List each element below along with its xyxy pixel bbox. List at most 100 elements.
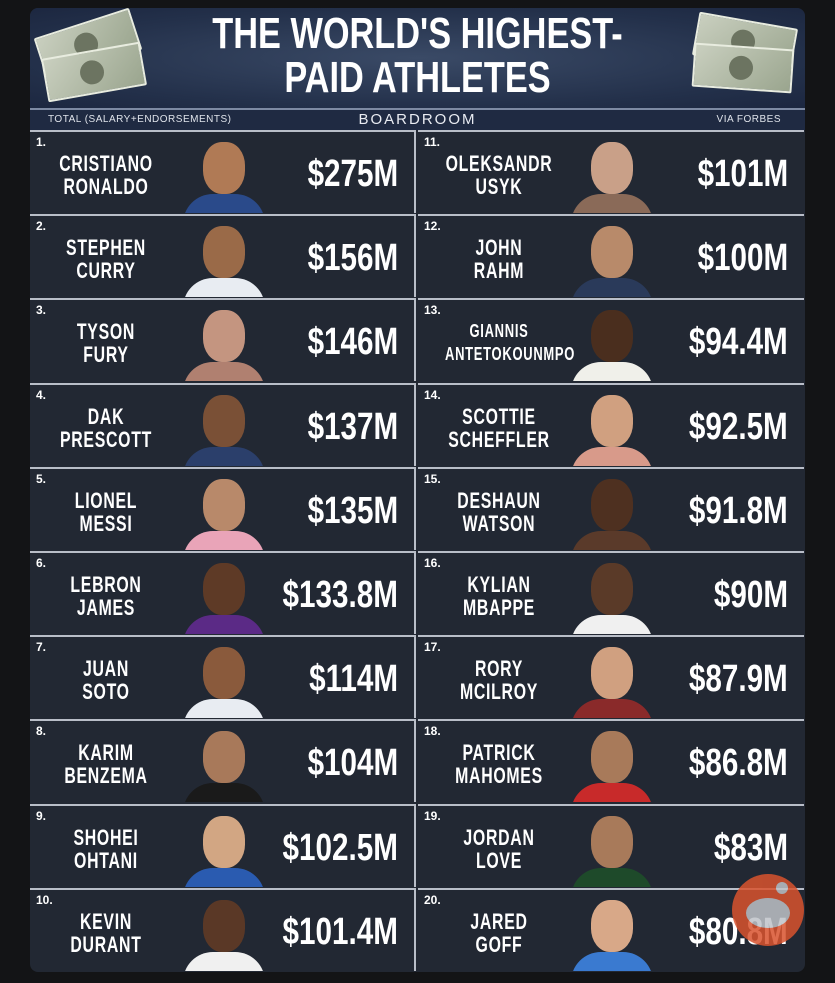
last-name: WATSON: [462, 510, 536, 536]
first-name: KYLIAN: [467, 572, 531, 597]
athlete-row: 18. PATRICK MAHOMES $86.8M: [418, 719, 804, 803]
title-line-1: THE WORLD'S HIGHEST-: [212, 9, 623, 58]
athlete-row: 15. DESHAUN WATSON $91.8M: [418, 466, 804, 550]
subheader-bar: TOTAL (SALARY+ENDORSEMENTS) BOARDROOM VI…: [30, 108, 805, 130]
earnings-value: $83M: [713, 826, 788, 869]
athlete-photo: [180, 138, 266, 213]
first-name: DESHAUN: [457, 487, 541, 513]
brand-label: BOARDROOM: [358, 111, 477, 128]
first-name: SHOHEI: [73, 824, 139, 850]
earnings-value: $90M: [713, 574, 788, 616]
athlete-photo: [180, 812, 266, 887]
last-name: OHTANI: [74, 847, 138, 873]
athlete-row: 10. KEVIN DURANT $101.4M: [30, 887, 416, 971]
last-name: MESSI: [79, 510, 133, 536]
athlete-name: PATRICK MAHOMES: [445, 741, 553, 787]
last-name: MAHOMES: [455, 763, 543, 789]
first-name: OLEKSANDR: [445, 151, 553, 176]
athlete-photo: [568, 222, 654, 298]
athlete-row: 19. JORDAN LOVE $83M: [418, 803, 804, 887]
rank-number: 11.: [424, 135, 441, 149]
first-name: LIONEL: [74, 487, 138, 513]
last-name: GOFF: [475, 931, 523, 957]
rank-number: 13.: [424, 303, 441, 318]
earnings-note: TOTAL (SALARY+ENDORSEMENTS): [48, 114, 232, 125]
athlete-photo: [568, 896, 654, 971]
rank-number: 15.: [424, 471, 441, 486]
athlete-row: 6. LEBRON JAMES $133.8M: [30, 551, 416, 634]
last-name: LOVE: [475, 847, 523, 873]
earnings-value: $156M: [307, 237, 398, 280]
rank-number: 20.: [424, 892, 441, 907]
athlete-row: 17. RORY MCILROY $87.9M: [418, 635, 804, 719]
athlete-name: GIANNIS ANTETOKOUNMPO: [445, 320, 574, 366]
rank-number: 16.: [424, 556, 441, 570]
athlete-photo: [180, 222, 266, 298]
earnings-value: $91.8M: [689, 489, 788, 532]
athlete-name: JORDAN LOVE: [445, 826, 553, 872]
last-name: RAHM: [473, 258, 525, 284]
earnings-value: $87.9M: [689, 658, 788, 701]
athlete-photo: [568, 138, 654, 213]
athlete-photo: [180, 475, 266, 550]
athlete-photo: [568, 812, 654, 887]
athlete-photo: [180, 559, 266, 634]
first-name: GIANNIS: [469, 321, 529, 342]
rank-number: 18.: [424, 724, 441, 739]
athlete-row: 9. SHOHEI OHTANI $102.5M: [30, 803, 416, 887]
athlete-name: KARIM BENZEMA: [52, 741, 160, 787]
athlete-name: SCOTTIE SCHEFFLER: [445, 405, 553, 451]
first-name: KEVIN: [79, 908, 133, 934]
earnings-value: $137M: [307, 405, 398, 448]
athlete-photo: [568, 643, 654, 719]
last-name: DURANT: [70, 931, 142, 957]
athlete-name: DAK PRESCOTT: [52, 405, 160, 451]
earnings-value: $275M: [307, 153, 398, 195]
athlete-name: OLEKSANDR USYK: [445, 152, 553, 198]
last-name: FURY: [83, 342, 129, 368]
rank-number: 17.: [424, 640, 441, 655]
athlete-photo: [180, 391, 266, 466]
athlete-row: 4. DAK PRESCOTT $137M: [30, 382, 416, 466]
rank-number: 2.: [36, 219, 47, 234]
athlete-name: SHOHEI OHTANI: [52, 826, 160, 872]
first-name: DAK: [87, 403, 125, 429]
athlete-photo: [568, 306, 654, 382]
first-name: JORDAN: [463, 824, 535, 850]
athlete-photo: [180, 306, 266, 382]
title-line-2: PAID ATHLETES: [284, 53, 551, 102]
rank-number: 3.: [36, 303, 47, 318]
last-name: SCHEFFLER: [448, 426, 550, 452]
last-name: SOTO: [82, 679, 130, 705]
rank-number: 8.: [36, 724, 47, 739]
athlete-name: TYSON FURY: [52, 320, 160, 366]
athlete-photo: [568, 391, 654, 466]
athlete-name: RORY MCILROY: [445, 657, 553, 703]
athlete-row: 14. SCOTTIE SCHEFFLER $92.5M: [418, 382, 804, 466]
first-name: STEPHEN: [66, 235, 146, 261]
athlete-row: 16. KYLIAN MBAPPE $90M: [418, 551, 804, 634]
athlete-photo: [568, 475, 654, 550]
athlete-row: 2. STEPHEN CURRY $156M: [30, 214, 416, 298]
last-name: JAMES: [76, 595, 136, 620]
rank-number: 10.: [36, 892, 53, 907]
rank-number: 6.: [36, 556, 47, 570]
first-name: KARIM: [78, 740, 134, 766]
first-name: SCOTTIE: [462, 403, 536, 429]
earnings-value: $133.8M: [282, 574, 398, 616]
last-name: BENZEMA: [64, 763, 148, 789]
athlete-name: JOHN RAHM: [445, 236, 553, 282]
rank-number: 7.: [36, 640, 47, 655]
rank-number: 5.: [36, 471, 47, 486]
last-name: USYK: [475, 174, 523, 199]
rank-number: 9.: [36, 808, 47, 823]
earnings-value: $135M: [307, 489, 398, 532]
last-name: MCILROY: [459, 679, 539, 705]
athlete-name: CRISTIANO RONALDO: [52, 152, 160, 198]
first-name: CRISTIANO: [59, 151, 153, 176]
first-name: LEBRON: [70, 572, 142, 597]
earnings-value: $104M: [307, 742, 398, 785]
athlete-row: 1. CRISTIANO RONALDO $275M: [30, 130, 416, 213]
earnings-value: $102.5M: [282, 826, 398, 869]
athlete-row: 13. GIANNIS ANTETOKOUNMPO $94.4M: [418, 298, 804, 382]
